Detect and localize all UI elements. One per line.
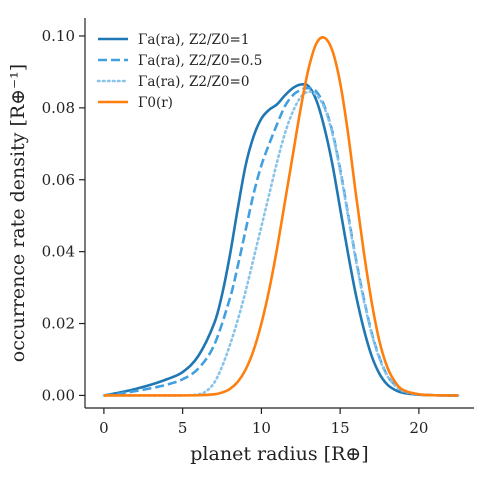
y-tick-label: 0.02 bbox=[42, 315, 75, 333]
legend-label-3: Γa(ra), Z2/Z0=0 bbox=[138, 74, 249, 90]
y-tick-label: 0.04 bbox=[42, 243, 75, 261]
x-tick-label: 0 bbox=[99, 419, 109, 437]
x-tick-label: 10 bbox=[252, 419, 271, 437]
x-tick-label: 15 bbox=[331, 419, 350, 437]
x-axis-label: planet radius [R⊕] bbox=[190, 443, 368, 465]
legend-label-2: Γa(ra), Z2/Z0=0.5 bbox=[138, 53, 262, 69]
y-tick-label: 0.08 bbox=[42, 99, 75, 117]
y-tick-label: 0.00 bbox=[42, 386, 75, 404]
series-line-3 bbox=[102, 90, 460, 397]
x-tick-label: 5 bbox=[178, 419, 188, 437]
series-line-4 bbox=[103, 36, 459, 397]
legend-label-4: Γ0(r) bbox=[138, 95, 173, 111]
x-tick-label: 20 bbox=[409, 419, 428, 437]
y-tick-label: 0.10 bbox=[42, 27, 75, 45]
series-line-2 bbox=[103, 86, 459, 397]
legend-label-1: Γa(ra), Z2/Z0=1 bbox=[138, 32, 249, 48]
series-line-1 bbox=[103, 82, 459, 397]
y-tick-label: 0.06 bbox=[42, 171, 75, 189]
y-axis-label: occurrence rate density [R⊕⁻¹] bbox=[7, 64, 29, 362]
